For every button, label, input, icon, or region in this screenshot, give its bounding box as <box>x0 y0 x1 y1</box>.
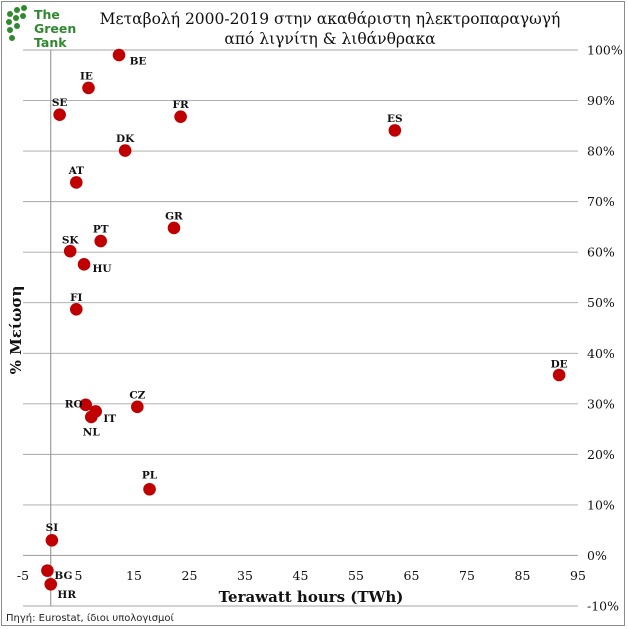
y-tick-label: 90% <box>587 93 615 108</box>
point-si <box>45 533 59 547</box>
y-tick-label: 30% <box>587 396 615 411</box>
y-tick-label: 70% <box>587 194 615 209</box>
y-tick-label: 0% <box>587 548 607 563</box>
y-tick-label: 40% <box>587 346 615 361</box>
y-tick-label: -10% <box>587 599 619 614</box>
x-tick-label: 55 <box>348 568 364 583</box>
y-tick-label: 50% <box>587 295 615 310</box>
x-tick-label: 95 <box>570 568 586 583</box>
x-tick-label: 45 <box>293 568 309 583</box>
point-label-pt: PT <box>93 224 109 236</box>
point-label-fi: FI <box>70 292 82 304</box>
point-label-bg: BG <box>54 570 72 582</box>
chart-title-line-2: από λιγνίτη & λιθάνθρακα <box>224 30 436 48</box>
point-label-pl: PL <box>142 470 158 482</box>
point-label-si: SI <box>46 522 59 534</box>
point-label-cz: CZ <box>129 389 145 401</box>
x-axis-title: Terawatt hours (TWh) <box>219 588 404 606</box>
point-label-sk: SK <box>62 235 80 247</box>
point-label-it: IT <box>103 413 116 425</box>
point-label-se: SE <box>52 97 68 109</box>
point-bg <box>41 564 54 577</box>
point-nl <box>84 410 98 424</box>
point-ie <box>82 81 95 95</box>
x-tick-label: 65 <box>404 568 420 583</box>
x-tick-label: -5 <box>17 568 29 583</box>
point-es <box>388 124 402 137</box>
logo-dots-icon <box>6 5 27 41</box>
y-axis-title: % Μείωση <box>7 286 25 375</box>
x-axis-ticks: -5 5 15 25 35 45 55 65 75 85 95 <box>17 568 586 583</box>
x-tick-label: 25 <box>182 568 198 583</box>
point-label-es: ES <box>387 113 403 125</box>
point-fr <box>174 110 187 124</box>
point-label-hu: HU <box>93 263 112 275</box>
y-axis-ticks: -10% 0% 10% 20% 30% 40% 50% 60% 70% 80% 90% 100% <box>587 43 623 614</box>
data-points <box>41 48 566 591</box>
point-ro <box>79 398 93 412</box>
logo-line-3: Tank <box>34 35 67 50</box>
point-sk <box>63 244 77 258</box>
point-label-be: BE <box>130 56 147 68</box>
point-dk <box>118 144 132 157</box>
y-tick-label: 60% <box>587 245 615 260</box>
logo-line-1: The <box>34 7 60 22</box>
point-pl <box>143 482 156 496</box>
point-be <box>112 48 126 62</box>
y-tick-label: 80% <box>587 144 615 159</box>
point-label-gr: GR <box>165 210 183 222</box>
point-label-de: DE <box>551 359 568 371</box>
point-label-ie: IE <box>80 70 93 82</box>
gridlines <box>23 49 578 607</box>
point-de <box>552 368 566 382</box>
y-tick-label: 10% <box>587 497 615 512</box>
the-green-tank-logo: The Green Tank <box>6 5 76 50</box>
x-tick-label: 85 <box>515 568 531 583</box>
point-se <box>53 108 66 121</box>
point-label-hr: HR <box>57 589 76 601</box>
point-fi <box>69 302 83 316</box>
point-label-dk: DK <box>116 133 135 145</box>
source-note: Πηγή: Eurostat, ίδιοι υπολογισμοί <box>6 612 175 624</box>
point-label-at: AT <box>68 165 85 177</box>
point-cz <box>131 400 144 414</box>
point-label-nl: NL <box>83 426 101 438</box>
y-tick-label: 20% <box>587 447 615 462</box>
x-tick-label: 75 <box>459 568 475 583</box>
x-tick-label: 5 <box>75 568 83 583</box>
point-pt <box>94 234 107 248</box>
point-label-ro: RO <box>65 398 83 410</box>
chart-title-line-1: Μεταβολή 2000-2019 στην ακαθάριστη ηλεκτ… <box>100 10 561 28</box>
point-hu <box>77 258 91 271</box>
x-tick-label: 15 <box>126 568 142 583</box>
x-tick-label: 35 <box>237 568 253 583</box>
point-at <box>69 176 83 189</box>
logo-line-2: Green <box>34 21 76 36</box>
y-tick-label: 100% <box>587 43 623 58</box>
point-hr <box>44 577 58 591</box>
point-gr <box>167 221 181 235</box>
point-label-fr: FR <box>173 99 189 111</box>
